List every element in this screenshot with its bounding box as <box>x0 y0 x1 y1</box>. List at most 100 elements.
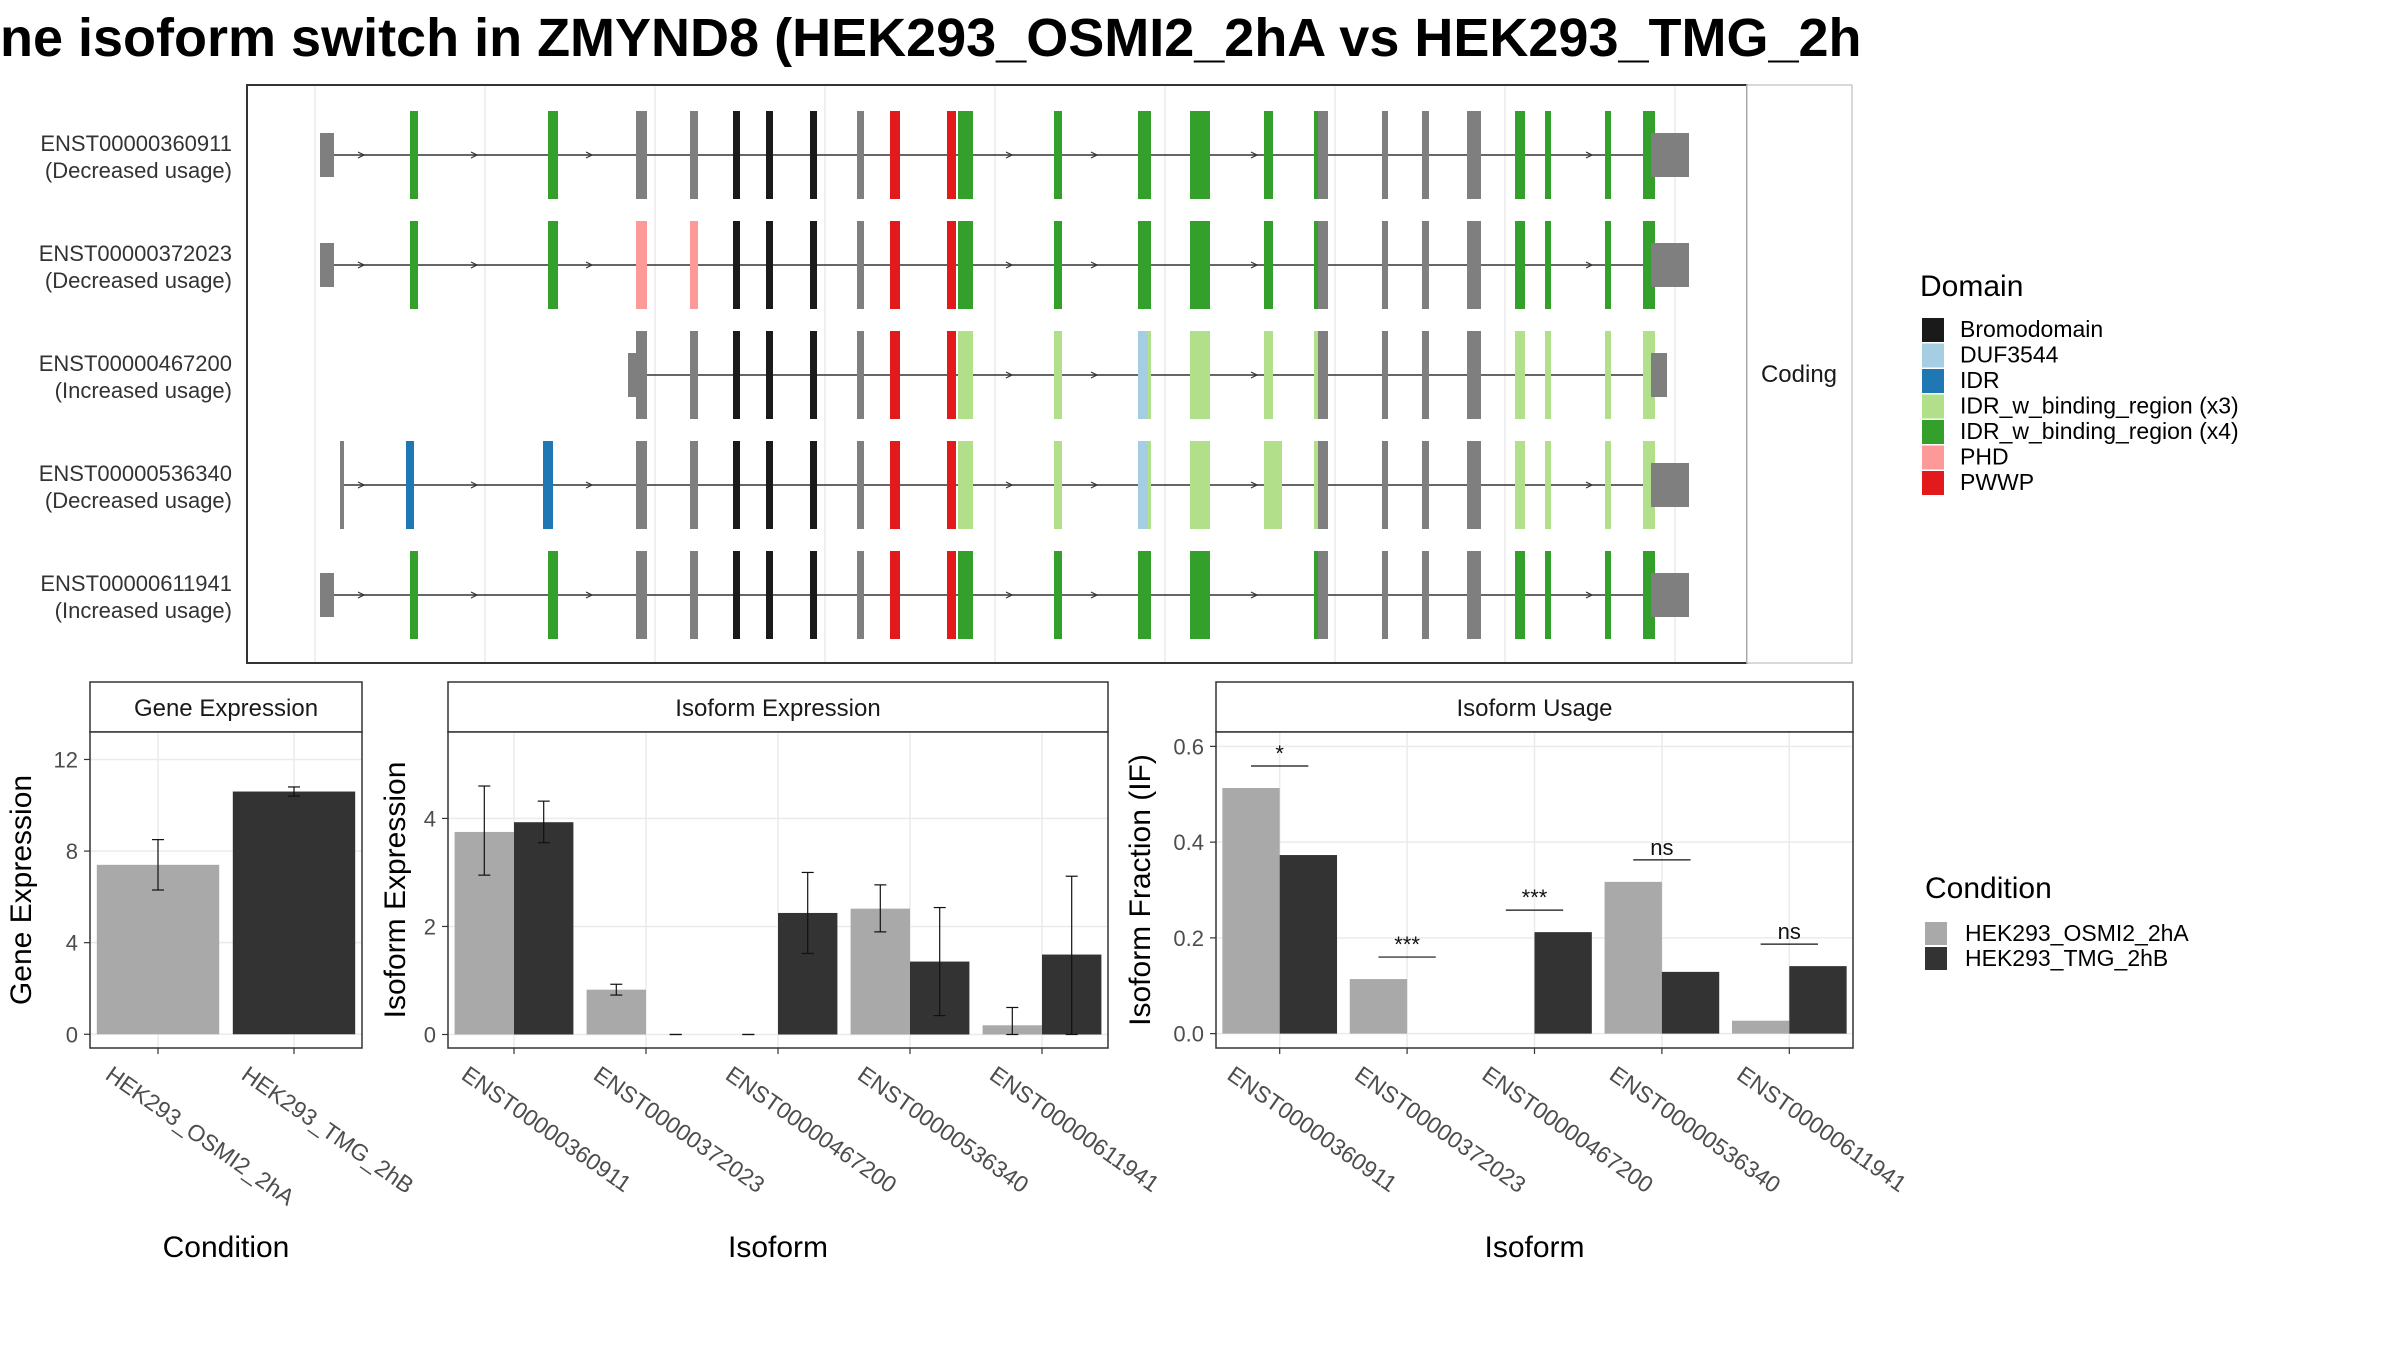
exon-idr_binding_x4 <box>410 551 418 639</box>
exon-noncoding_exon <box>1318 111 1328 199</box>
exon-idr_binding_x3 <box>1605 441 1611 529</box>
isoform-usage-label: (Decreased usage) <box>45 488 232 513</box>
exon-idr_binding_x4 <box>1190 221 1210 309</box>
x-axis-label: Isoform <box>1484 1231 1584 1264</box>
exon-noncoding_exon <box>1651 133 1689 177</box>
exon-noncoding_exon <box>690 551 698 639</box>
exon-noncoding_exon <box>1382 111 1388 199</box>
exon-noncoding_exon <box>1318 551 1328 639</box>
y-tick-label: 0.2 <box>1173 926 1204 951</box>
direction-arrow <box>470 151 479 159</box>
direction-arrow <box>470 261 479 269</box>
exon-noncoding_exon <box>1651 353 1667 397</box>
condition-label-condition_a: HEK293_OSMI2_2hA <box>1965 920 2189 946</box>
exon-idr_binding_x3 <box>1314 441 1320 529</box>
exon-noncoding_exon <box>1318 331 1328 419</box>
exon-idr_binding_x4 <box>1138 221 1146 309</box>
exon-idr_binding_x4 <box>1545 221 1551 309</box>
exon-noncoding_exon <box>1651 463 1689 507</box>
direction-arrow <box>1005 151 1014 159</box>
exon-noncoding_exon <box>628 353 638 397</box>
direction-arrow <box>470 591 479 599</box>
exon-idr_binding_x4 <box>410 111 418 199</box>
structure-facet-label: Coding <box>1761 361 1837 388</box>
isoform-usage-label: (Increased usage) <box>55 598 232 623</box>
y-tick-label: 0 <box>424 1022 436 1047</box>
plot-border <box>89 731 363 1049</box>
direction-arrow <box>470 481 479 489</box>
exon-idr_binding_x4 <box>1145 111 1151 199</box>
exon-idr_binding_x4 <box>1545 551 1551 639</box>
condition-label-condition_b: HEK293_TMG_2hB <box>1965 945 2168 971</box>
exon-bromodomain <box>810 551 817 639</box>
gene-expression-panel: Gene Expression04812HEK293_OSMI2_2hAHEK2… <box>5 681 419 1264</box>
direction-arrow <box>1090 151 1099 159</box>
bar <box>96 864 220 1035</box>
exon-idr <box>543 441 553 529</box>
direction-arrow <box>1250 261 1259 269</box>
structure-gridlines <box>314 86 1676 662</box>
isoform-id-label: ENST00000467200 <box>39 351 232 376</box>
direction-arrow <box>357 151 366 159</box>
exon-noncoding_exon <box>1422 331 1429 419</box>
exon-idr_binding_x3 <box>1190 441 1210 529</box>
isoform-usage-label: (Decreased usage) <box>45 268 232 293</box>
exon-idr_binding_x4 <box>1314 551 1320 639</box>
exon-noncoding_exon <box>1382 331 1388 419</box>
direction-arrow <box>357 261 366 269</box>
exon-idr_binding_x3 <box>1054 331 1062 419</box>
legend-label-bromodomain: Bromodomain <box>1960 316 2103 342</box>
direction-arrow <box>1090 591 1099 599</box>
bar <box>1731 1020 1790 1034</box>
exon-noncoding_exon <box>857 221 864 309</box>
condition-legend-title: Condition <box>1925 872 2052 905</box>
isoform-label-ENST00000611941: ENST00000611941(Increased usage) <box>40 571 232 623</box>
exon-noncoding_exon <box>1422 221 1429 309</box>
exon-bromodomain <box>810 331 817 419</box>
y-axis-label: Gene Expression <box>5 775 38 1005</box>
exon-idr_binding_x3 <box>1264 331 1273 419</box>
exon-noncoding_exon <box>1467 221 1481 309</box>
domain-legend-items: BromodomainDUF3544IDRIDR_w_binding_regio… <box>1922 316 2239 495</box>
legend-key-bromodomain <box>1922 318 1944 342</box>
exon-idr_binding_x4 <box>1314 221 1320 309</box>
exon-idr_binding_x4 <box>1515 111 1525 199</box>
isoform-id-label: ENST00000372023 <box>39 241 232 266</box>
exon-noncoding_exon <box>1651 243 1689 287</box>
exon-bromodomain <box>766 111 773 199</box>
isoform-label-ENST00000467200: ENST00000467200(Increased usage) <box>39 351 232 403</box>
exon-idr_binding_x4 <box>1264 221 1273 309</box>
exon-noncoding_exon <box>1467 111 1481 199</box>
isoform-row-ENST00000360911 <box>320 111 1689 199</box>
exon-noncoding_exon <box>1318 441 1328 529</box>
isoform-row-ENST00000372023 <box>320 221 1689 309</box>
domain-legend-title: Domain <box>1920 270 2023 303</box>
exon-idr_binding_x4 <box>1605 111 1611 199</box>
exon-pwwp <box>947 111 956 199</box>
exon-noncoding_exon <box>690 441 698 529</box>
exon-idr_binding_x3 <box>1190 331 1210 419</box>
legend-label-idr: IDR <box>1960 367 2000 393</box>
structure-isoform-labels: ENST00000360911(Decreased usage)ENST0000… <box>39 131 232 623</box>
isoform-label-ENST00000536340: ENST00000536340(Decreased usage) <box>39 461 232 513</box>
y-tick-label: 0.6 <box>1173 734 1204 759</box>
exon-idr_binding_x3 <box>1515 331 1525 419</box>
exon-bromodomain <box>810 111 817 199</box>
exon-pwwp <box>890 551 900 639</box>
isoform-row-ENST00000611941 <box>320 551 1689 639</box>
exon-bromodomain <box>733 441 740 529</box>
domain-legend: Domain BromodomainDUF3544IDRIDR_w_bindin… <box>1920 270 2239 495</box>
direction-arrow <box>1585 591 1594 599</box>
exon-bromodomain <box>733 221 740 309</box>
exon-idr_binding_x4 <box>1515 551 1525 639</box>
panel-title: Gene Expression <box>134 695 318 722</box>
legend-key-idr_binding_x3 <box>1922 394 1944 419</box>
exon-idr_binding_x4 <box>958 221 973 309</box>
bar <box>1222 788 1280 1034</box>
exon-idr_binding_x3 <box>958 441 973 529</box>
exon-idr_binding_x4 <box>1054 111 1062 199</box>
exon-bromodomain <box>733 551 740 639</box>
exon-phd <box>690 221 698 309</box>
